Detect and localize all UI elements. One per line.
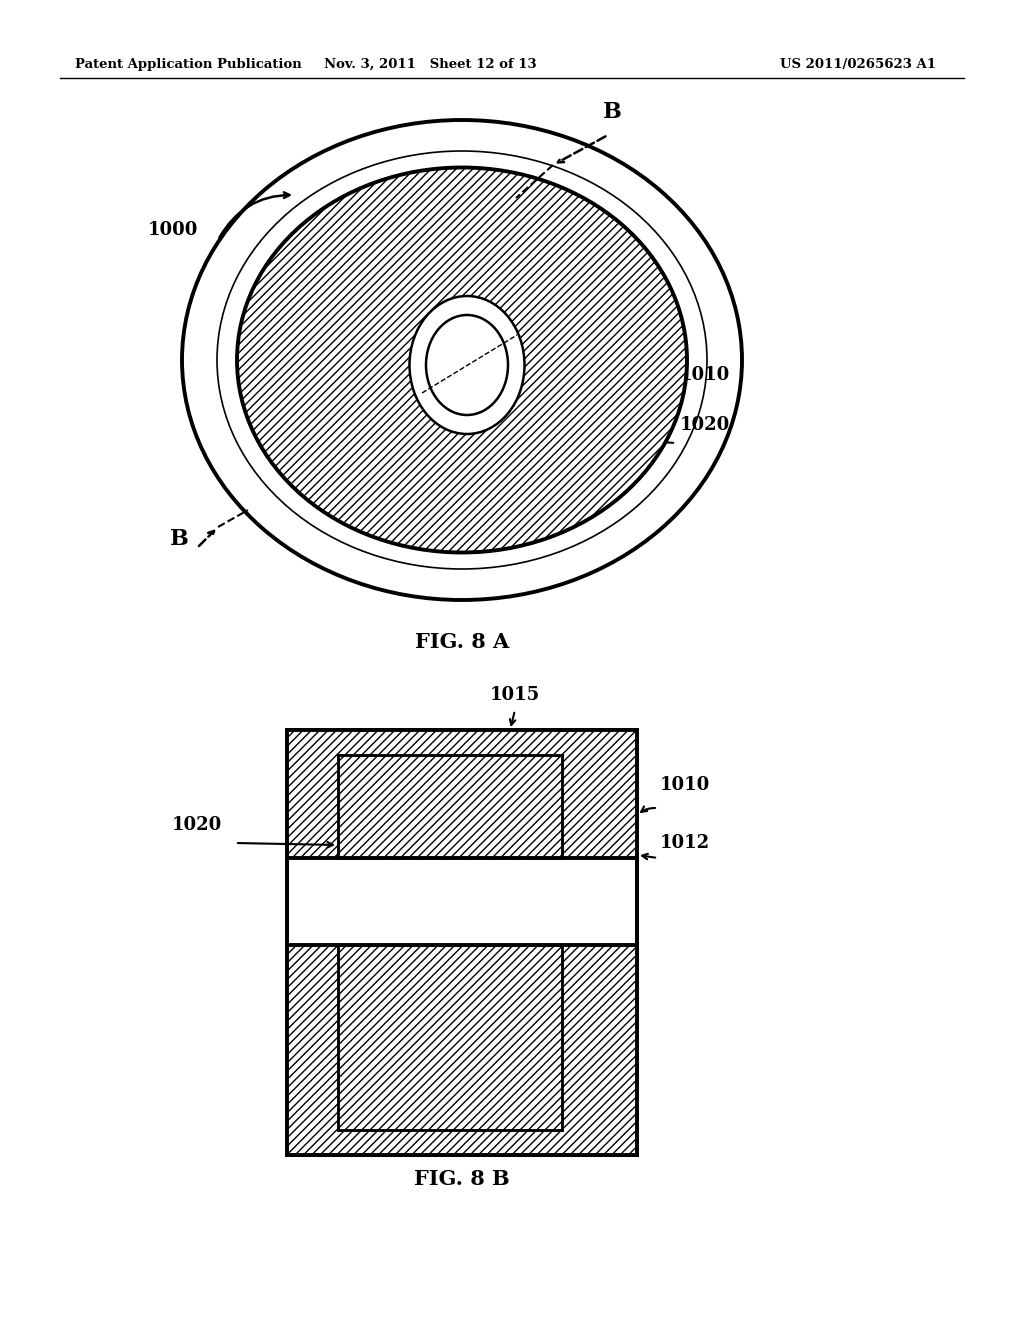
Ellipse shape xyxy=(410,296,524,434)
Text: B: B xyxy=(170,528,188,550)
Text: 1015: 1015 xyxy=(490,686,541,704)
Text: B: B xyxy=(603,102,622,123)
Text: 1020: 1020 xyxy=(172,816,222,834)
Text: 1010: 1010 xyxy=(660,776,711,795)
Text: 1010: 1010 xyxy=(680,366,730,384)
Ellipse shape xyxy=(237,168,687,553)
Bar xyxy=(287,945,637,1155)
Text: FIG. 8 B: FIG. 8 B xyxy=(414,1170,510,1189)
Ellipse shape xyxy=(426,315,508,414)
Text: 1020: 1020 xyxy=(680,416,730,434)
Text: 1000: 1000 xyxy=(148,220,199,239)
Text: 1012: 1012 xyxy=(660,834,710,851)
Text: Nov. 3, 2011   Sheet 12 of 13: Nov. 3, 2011 Sheet 12 of 13 xyxy=(324,58,537,71)
Bar xyxy=(287,730,637,1155)
Text: FIG. 8 A: FIG. 8 A xyxy=(415,632,509,652)
Text: Patent Application Publication: Patent Application Publication xyxy=(75,58,302,71)
Text: US 2011/0265623 A1: US 2011/0265623 A1 xyxy=(780,58,936,71)
Bar xyxy=(338,755,562,858)
Ellipse shape xyxy=(217,150,707,569)
Bar xyxy=(287,730,637,858)
Bar xyxy=(338,945,562,1130)
Ellipse shape xyxy=(182,120,742,601)
